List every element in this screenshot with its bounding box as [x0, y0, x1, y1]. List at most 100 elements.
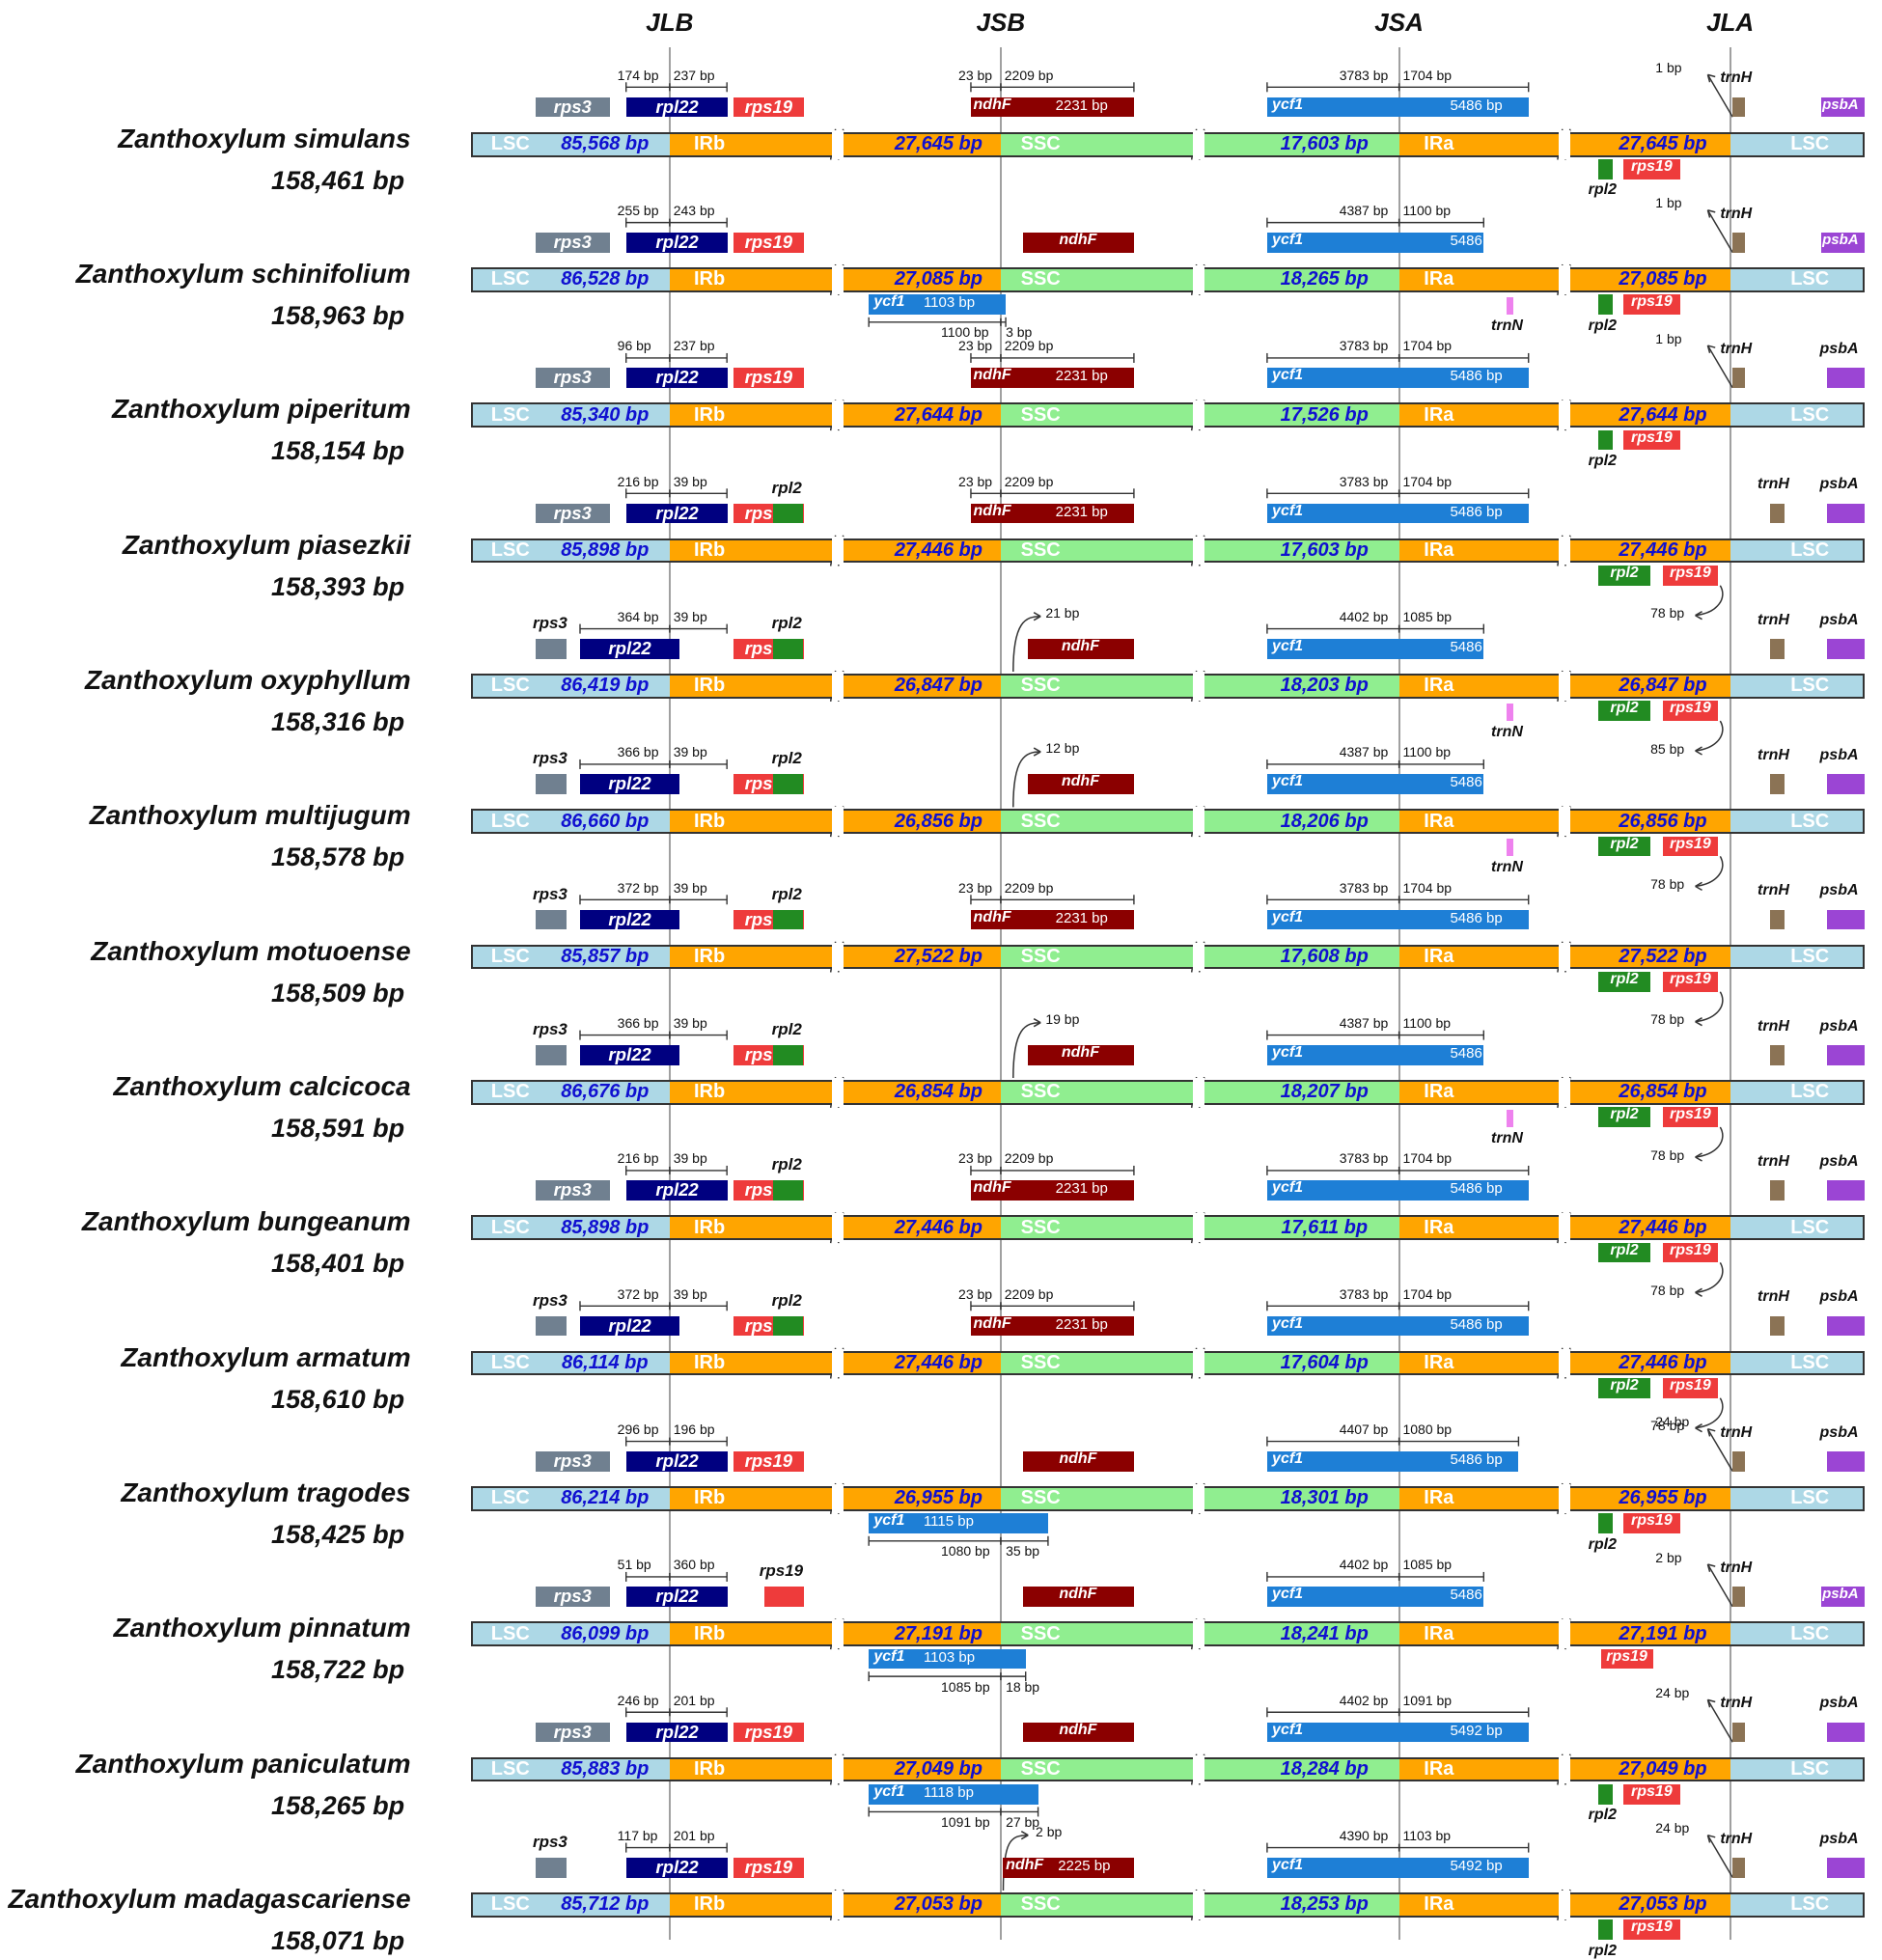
jla-bp: 1 bp — [1655, 59, 1682, 75]
bar-break-3 — [1558, 400, 1570, 430]
bar-right-edge — [1862, 944, 1865, 970]
junction-line-jsa — [1398, 47, 1400, 1940]
region-lsc — [470, 1350, 670, 1376]
genome-size: 158,316 bp — [271, 706, 405, 736]
region-irb-a — [669, 1756, 832, 1782]
gene-label-rpl22: rpl22 — [655, 1856, 699, 1877]
bar-break-3 — [1558, 536, 1570, 566]
lsc-length: 85,712 bp — [561, 1893, 650, 1916]
region-ira-a — [1398, 1621, 1559, 1647]
region-ssc-a — [1000, 131, 1193, 157]
gene-ycf1 — [1266, 1587, 1484, 1607]
gene-label-rps3: rps3 — [532, 614, 567, 633]
gene-rpl22 — [625, 1587, 729, 1607]
gene-label-rpl2-jla: rpl2 — [1610, 1241, 1639, 1258]
region-label-lsc: LSC — [490, 945, 530, 967]
junction-label-jlb: JLB — [646, 7, 694, 37]
bar-left-edge — [470, 1080, 473, 1105]
irb-length: 27,446 bp — [894, 1351, 983, 1373]
species-name: Zanthoxylum armatum — [121, 1341, 411, 1372]
gene-label-trnH: trnH — [1757, 1017, 1789, 1035]
lsc-length: 86,660 bp — [561, 810, 650, 832]
gene-label-rps3: rps3 — [553, 1179, 592, 1201]
region-ira-a — [1398, 944, 1559, 970]
gene-label-rpl2-jla: rpl2 — [1610, 971, 1639, 988]
gene-rpl2-jlb — [772, 1315, 803, 1337]
region-ira-b — [1568, 674, 1730, 699]
gene-label-psbA: psbA — [1819, 340, 1859, 357]
gene-label-rpl22: rpl22 — [655, 367, 699, 388]
region-ssc-a — [1000, 1350, 1193, 1376]
gene-label-rps3: rps3 — [553, 1586, 592, 1607]
ycf1-split-right: 18 bp — [1006, 1678, 1040, 1695]
region-label-ira: IRa — [1424, 403, 1454, 426]
region-lsc — [470, 1621, 670, 1647]
lsc-length: 86,419 bp — [561, 675, 650, 697]
bar-break-1 — [831, 672, 844, 701]
jla-gap-bp: 85 bp — [1650, 740, 1685, 757]
gene-label-ycf1: ycf1 — [1272, 1586, 1304, 1603]
gene-rpl2-jlb — [772, 1044, 803, 1065]
bar-break-2 — [1192, 536, 1204, 566]
gene-ycf1 — [1266, 1315, 1529, 1337]
genome-size: 158,610 bp — [271, 1384, 405, 1414]
gene-ycf1-ssc — [869, 294, 1007, 316]
bar-break-3 — [1558, 807, 1570, 837]
region-lsc — [470, 267, 670, 292]
jla-bp: 2 bp — [1655, 1549, 1682, 1565]
jlb-left-bp: 174 bp — [617, 67, 659, 83]
jla-curve-head — [1695, 1152, 1702, 1162]
jsa-right-bp: 1100 bp — [1402, 744, 1452, 760]
genome-size: 158,154 bp — [271, 436, 405, 466]
jla-gap-bp: 78 bp — [1650, 1011, 1685, 1028]
gene-label-rpl2-jlb: rpl2 — [771, 1155, 802, 1174]
bar-break-3 — [1558, 1348, 1570, 1378]
gene-ndhF — [1028, 774, 1134, 794]
jlb-right-bp: 237 bp — [673, 338, 715, 354]
region-label-ira: IRa — [1424, 1757, 1454, 1780]
jla-curve — [1695, 720, 1724, 752]
ycf1-split-right: 35 bp — [1006, 1543, 1040, 1560]
jlb-right-bp: 360 bp — [673, 1557, 715, 1573]
bar-break-3 — [1558, 942, 1570, 972]
lsc-length: 85,898 bp — [561, 1216, 650, 1238]
genome-size: 158,461 bp — [271, 165, 405, 195]
jsa-right-bp: 1085 bp — [1402, 608, 1453, 624]
gene-ndhF — [970, 909, 1134, 930]
region-label-ira: IRa — [1424, 133, 1454, 154]
bar-break-1 — [831, 1213, 844, 1243]
gene-ndhF — [1028, 1044, 1134, 1065]
gene-ndhF — [970, 1315, 1134, 1337]
region-label-lsc-right: LSC — [1790, 403, 1830, 426]
ssc-length: 17,608 bp — [1280, 945, 1369, 967]
gene-ycf1 — [1266, 503, 1529, 524]
gene-trnH — [1769, 503, 1785, 524]
gene-label-rps3: rps3 — [553, 96, 592, 117]
trnH-arrow — [1706, 1835, 1733, 1878]
gene-label-rps3: rps3 — [532, 884, 567, 903]
bar-left-edge — [470, 402, 473, 428]
region-ira-a — [1398, 131, 1559, 157]
genome-size: 158,509 bp — [271, 978, 405, 1008]
ycf1-split-right: 3 bp — [1006, 324, 1033, 341]
irb-length: 27,446 bp — [894, 1216, 983, 1238]
gene-psbA — [1827, 1722, 1865, 1743]
region-label-ira: IRa — [1424, 1081, 1454, 1103]
bar-break-3 — [1558, 129, 1570, 159]
jsa-right-bp: 1085 bp — [1402, 1557, 1453, 1573]
jla-curve — [1695, 585, 1724, 617]
region-lsc-right — [1730, 1486, 1865, 1511]
ndhF-bp: 2231 bp — [1055, 368, 1108, 385]
species-name: Zanthoxylum schinifolium — [75, 259, 411, 290]
region-label-ira: IRa — [1424, 1622, 1454, 1644]
gene-rps19-jla — [1622, 159, 1681, 179]
region-label-lsc-right: LSC — [1790, 1893, 1830, 1916]
jsb-gap-arrowhead — [1033, 612, 1041, 621]
region-ira-b — [1568, 131, 1730, 157]
gene-label-psbA: psbA — [1819, 1288, 1859, 1306]
region-label-lsc: LSC — [490, 1487, 530, 1509]
jla-bp: 24 bp — [1655, 1684, 1690, 1700]
ira-length: 26,854 bp — [1619, 1081, 1707, 1103]
gene-trnN — [1506, 1109, 1514, 1128]
species-name: Zanthoxylum oxyphyllum — [84, 665, 411, 696]
